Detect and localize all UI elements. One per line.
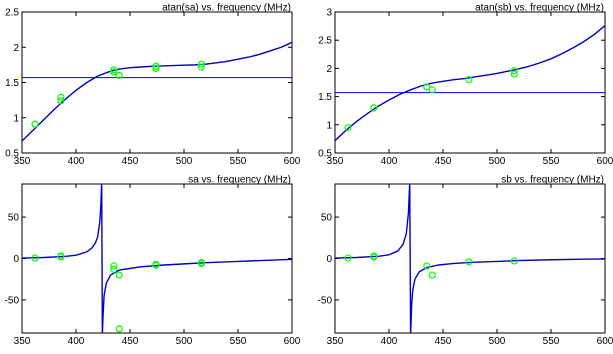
x-tick-label: 550 (543, 156, 560, 167)
axes-frame (334, 11, 606, 154)
x-tick-label: 450 (122, 156, 139, 167)
data-point (115, 71, 123, 80)
x-tick-label: 400 (381, 156, 398, 167)
data-point (152, 64, 160, 73)
chart-title: atan(sb) vs. frequency (MHz) (475, 3, 604, 14)
plot-area (22, 41, 292, 142)
x-tick-label: 350 (327, 156, 344, 167)
y-tick-label: 0.5 (318, 149, 332, 160)
data-point (57, 252, 65, 260)
x-tick-label: 450 (435, 156, 452, 167)
data-point (152, 62, 160, 70)
data-point (31, 120, 39, 128)
y-tick-label: 2 (13, 43, 19, 54)
y-tick-label: -50 (5, 295, 20, 306)
fit-curve (335, 184, 605, 333)
data-point (370, 104, 378, 112)
data-point (197, 259, 205, 267)
y-tick-label: 50 (321, 213, 333, 224)
data-point (465, 258, 473, 266)
data-point (344, 254, 352, 262)
y-tick-label: 0.5 (5, 149, 19, 160)
y-tick-label: 2 (326, 64, 332, 75)
y-tick-label: 1.5 (318, 92, 332, 103)
x-tick-label: 400 (68, 336, 85, 347)
chart-title: atan(sa) vs. frequency (MHz) (162, 3, 291, 14)
data-point (110, 265, 118, 273)
y-tick-label: 50 (8, 213, 20, 224)
data-point (423, 262, 431, 270)
data-point (465, 76, 473, 84)
x-tick-label: 600 (597, 156, 613, 167)
data-point (110, 68, 118, 76)
data-point (423, 83, 431, 91)
x-tick-label: 600 (284, 336, 301, 347)
y-tick-label: -50 (318, 295, 333, 306)
data-point (110, 66, 118, 74)
data-point (197, 60, 205, 68)
data-point (510, 70, 518, 78)
x-tick-label: 400 (381, 336, 398, 347)
x-tick-label: 550 (230, 336, 247, 347)
x-tick-label: 550 (230, 156, 247, 167)
fit-curve (22, 184, 292, 333)
x-tick-label: 600 (597, 336, 613, 347)
data-point (370, 252, 378, 260)
y-tick-label: 1 (13, 113, 19, 124)
x-tick-label: 500 (489, 156, 506, 167)
x-tick-label: 500 (176, 156, 193, 167)
y-tick-label: 0 (326, 254, 332, 265)
y-tick-label: 2.5 (318, 36, 332, 47)
plot-area (335, 25, 605, 142)
y-tick-label: 1 (326, 120, 332, 131)
plot-area (335, 184, 605, 333)
x-tick-label: 350 (14, 156, 31, 167)
subplot-sa: 350 400 450 500 550 600 -50 0 50 sa vs. frequency… (5, 175, 301, 348)
data-point (31, 254, 39, 262)
data-point (428, 86, 436, 94)
fit-curve (22, 41, 292, 142)
subplot-sb: 350 400 450 500 550 600 -50 0 50 sb vs. frequency… (318, 175, 613, 348)
x-tick-label: 500 (176, 336, 193, 347)
x-tick-label: 350 (14, 336, 31, 347)
subplot-atan-sb: 350 400 450 500 550 600 0.5 1 1.5 2 2.5 3 atan(sb) v… (318, 3, 613, 168)
y-tick-label: 0 (13, 254, 19, 265)
axes-frame (21, 11, 293, 154)
data-point (510, 257, 518, 265)
plot-area (22, 184, 292, 333)
data-point (197, 63, 205, 71)
data-point (57, 97, 65, 105)
chart-title: sb vs. frequency (MHz) (501, 175, 604, 186)
x-tick-label: 450 (122, 336, 139, 347)
x-tick-label: 600 (284, 156, 301, 167)
fit-curve (335, 25, 605, 142)
x-tick-label: 500 (489, 336, 506, 347)
data-point (115, 271, 123, 279)
subplot-atan-sa: 350 400 450 500 550 600 0.5 1 1.5 2 2.5 atan(sa) vs… (5, 3, 301, 168)
data-point (152, 261, 160, 269)
x-tick-label: 550 (543, 336, 560, 347)
data-point (110, 262, 118, 270)
data-point (344, 124, 352, 132)
x-tick-label: 450 (435, 336, 452, 347)
y-tick-label: 1.5 (5, 78, 19, 89)
data-point (510, 67, 518, 75)
y-tick-label: 3 (326, 8, 332, 19)
y-tick-label: 2.5 (5, 8, 19, 19)
data-point (428, 271, 436, 279)
data-point (115, 325, 123, 333)
chart-title: sa vs. frequency (MHz) (188, 175, 291, 186)
x-tick-label: 350 (327, 336, 344, 347)
x-tick-label: 400 (68, 156, 85, 167)
data-point (57, 93, 65, 101)
